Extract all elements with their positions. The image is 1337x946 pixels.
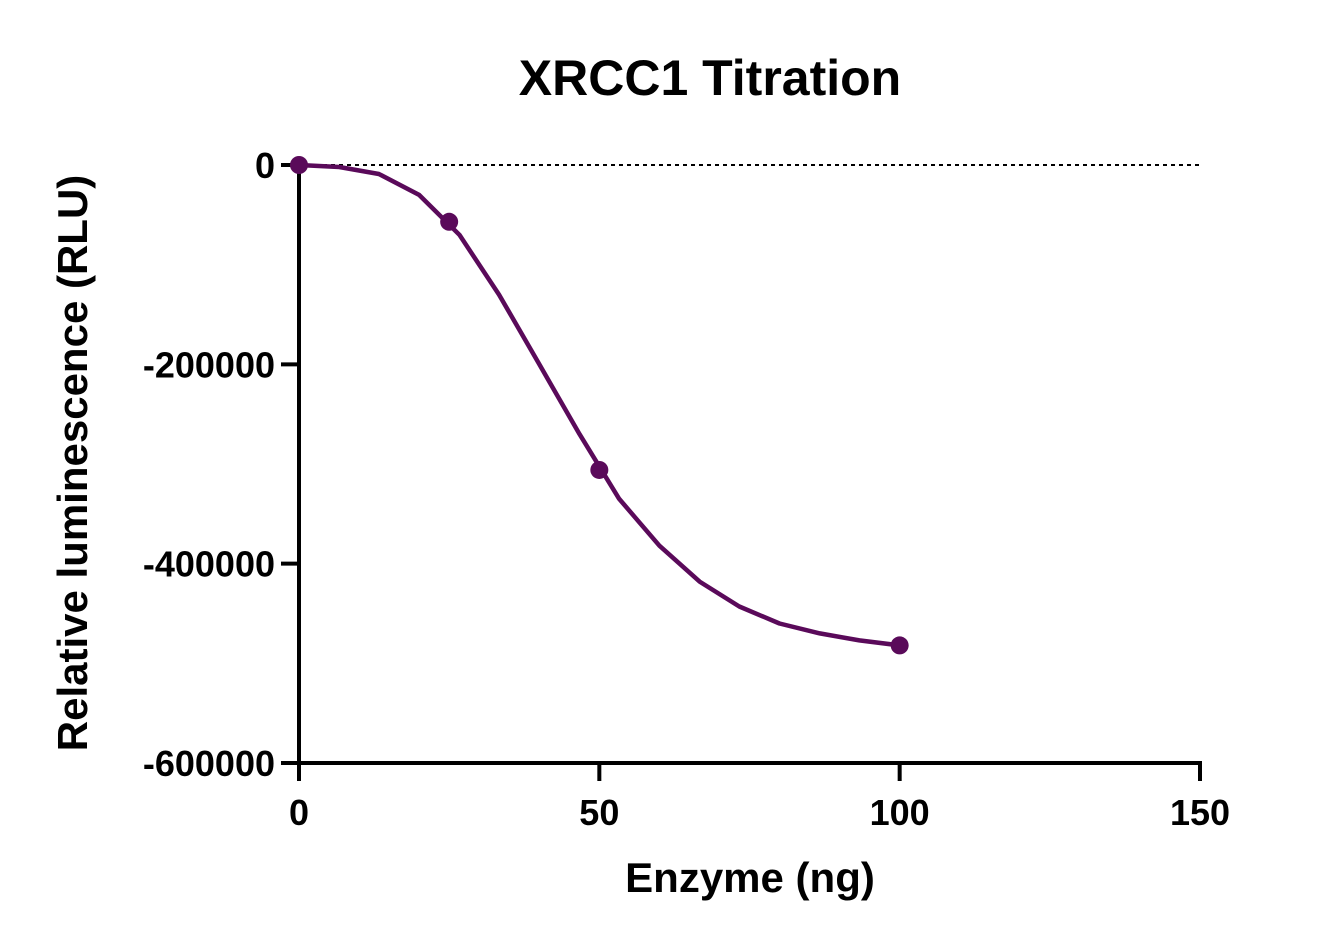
x-tick-label: 100 [870, 792, 930, 833]
y-tick-label: -200000 [143, 344, 275, 385]
data-point [440, 212, 459, 231]
data-point [590, 460, 609, 479]
chart-title: XRCC1 Titration [519, 50, 901, 106]
x-tick-label: 150 [1170, 792, 1230, 833]
x-tick-label: 0 [289, 792, 309, 833]
data-point [290, 156, 308, 174]
x-tick-label: 50 [579, 792, 619, 833]
data-point [890, 636, 909, 655]
y-axis-label: Relative luminescence (RLU) [49, 175, 96, 752]
x-axis-label: Enzyme (ng) [625, 854, 875, 901]
y-tick-label: -400000 [143, 544, 275, 585]
fit-curve-line [296, 162, 902, 648]
y-tick-label: 0 [255, 145, 275, 186]
plot-area: 0 -200000 -400000 -600000 0 50 100 150 [143, 145, 1230, 833]
y-tick-label: -600000 [143, 743, 275, 784]
